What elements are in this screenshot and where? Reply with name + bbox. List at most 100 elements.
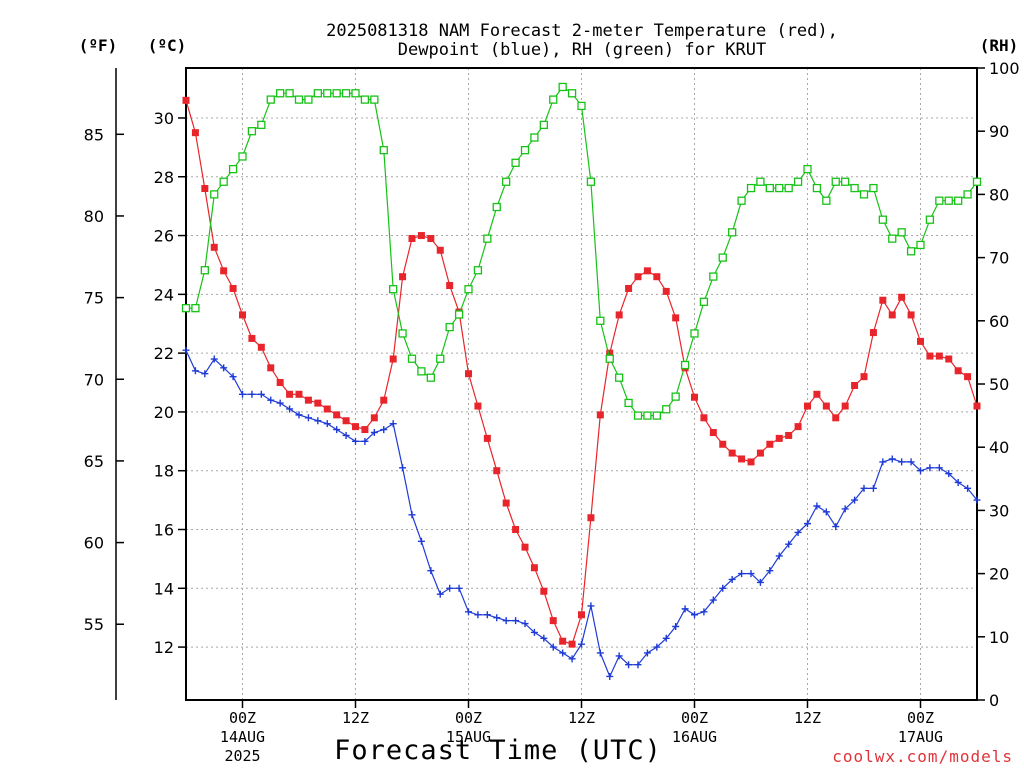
dewpoint-point: [465, 608, 472, 616]
dewpoint-point: [643, 649, 651, 657]
temperature-point: [738, 455, 746, 463]
dewpoint-point: [352, 437, 359, 445]
dewpoint-point: [427, 567, 435, 575]
x-axis-title: Forecast Time (UTC): [334, 735, 662, 766]
rh-point: [341, 89, 351, 98]
dewpoint-point: [587, 602, 595, 610]
temperature-point: [954, 367, 962, 375]
rh-point: [972, 177, 982, 186]
temperature-point: [625, 284, 633, 292]
dewpoint-point: [286, 405, 294, 413]
temperature-point: [907, 311, 915, 319]
rh-point: [888, 234, 897, 243]
dewpoint-point: [578, 640, 585, 648]
rh-tick-label: 60: [989, 312, 1009, 331]
time-tick-label: 12Z: [794, 709, 821, 727]
temperature-point: [446, 282, 454, 290]
dewpoint-point: [888, 455, 896, 463]
rh-tick-label: 90: [989, 122, 1009, 141]
series-layer: [181, 82, 982, 680]
rh-point: [549, 95, 558, 104]
chart-title-line-2: Dewpoint (blue), RH (green) for KRUT: [398, 40, 766, 60]
temperature-point: [304, 396, 312, 404]
rh-point: [756, 177, 765, 186]
rh-point: [746, 183, 756, 193]
rh-point: [925, 215, 935, 224]
rh-point: [803, 164, 812, 174]
fahrenheit-tick-label: 65: [84, 452, 104, 471]
temperature-point: [191, 129, 199, 137]
dewpoint-point: [483, 611, 491, 619]
temperature-point: [785, 431, 793, 439]
dewpoint-point: [625, 661, 633, 669]
temperature-point: [474, 402, 482, 410]
rh-point: [370, 95, 379, 104]
rh-tick-label: 40: [989, 438, 1009, 457]
fahrenheit-unit-label: (ºF): [79, 36, 118, 55]
dewpoint-point: [239, 390, 246, 398]
rh-point: [228, 164, 238, 174]
rh-point: [954, 196, 963, 205]
dewpoint-point: [502, 617, 510, 625]
dewpoint-point: [879, 458, 887, 466]
dewpoint-point: [455, 584, 463, 592]
dewpoint-point: [935, 464, 943, 472]
dewpoint-point: [945, 470, 953, 478]
temperature-point: [399, 273, 407, 281]
temperature-point: [756, 449, 764, 457]
rh-point: [238, 152, 247, 161]
temperature-point: [804, 402, 811, 410]
rh-series: [181, 82, 982, 420]
temperature-point: [917, 337, 924, 345]
temperature-point: [295, 390, 303, 398]
temperature-point: [465, 370, 472, 378]
dewpoint-series: [182, 346, 981, 680]
dewpoint-point: [314, 417, 322, 425]
rh-point: [313, 89, 322, 98]
dewpoint-point: [700, 608, 708, 616]
fahrenheit-axis-ticks: 55 60 65 70 75 80 85: [84, 125, 124, 634]
rh-point: [323, 89, 332, 98]
dewpoint-point: [653, 643, 661, 651]
dewpoint-point: [973, 496, 981, 504]
time-tick-label: 00Z: [229, 709, 256, 727]
temperature-point: [389, 355, 397, 363]
temperature-point: [483, 434, 491, 442]
time-tick-date: 16AUG: [672, 728, 717, 746]
celsius-tick-label: 20: [154, 403, 174, 422]
time-tick-year: 2025: [224, 747, 260, 765]
dewpoint-point: [738, 570, 746, 578]
temperature-point: [333, 411, 341, 419]
dewpoint-point: [860, 484, 868, 492]
dewpoint-point: [370, 429, 378, 437]
temperature-point: [276, 379, 284, 387]
dewpoint-point: [229, 373, 237, 381]
dewpoint-point: [549, 643, 557, 651]
dewpoint-point: [898, 458, 906, 466]
rh-point: [615, 373, 624, 382]
rh-point: [294, 95, 304, 104]
rh-point: [812, 183, 822, 193]
temperature-point: [530, 564, 538, 572]
celsius-tick-label: 12: [154, 638, 174, 657]
celsius-axis-ticks: 12 14 16 18 20 22 24 26 28 30: [154, 109, 186, 657]
rh-point: [520, 146, 530, 155]
rh-point: [916, 240, 925, 250]
rh-point: [775, 183, 784, 193]
rh-point: [436, 354, 445, 363]
dewpoint-point: [775, 552, 783, 560]
rh-point: [699, 297, 709, 306]
temperature-point: [700, 414, 708, 422]
temperature-point: [578, 611, 585, 619]
rh-point: [181, 304, 191, 313]
celsius-tick-label: 24: [154, 285, 174, 304]
rh-point: [492, 202, 501, 212]
rh-point: [737, 196, 746, 205]
source-credit: coolwx.com/models: [832, 747, 1013, 766]
dewpoint-point: [832, 523, 840, 531]
time-tick-label: 00Z: [455, 709, 482, 727]
dewpoint-point: [728, 575, 736, 583]
dewpoint-point: [794, 528, 802, 536]
rh-tick-label: 100: [989, 59, 1020, 78]
rh-point: [473, 266, 483, 275]
